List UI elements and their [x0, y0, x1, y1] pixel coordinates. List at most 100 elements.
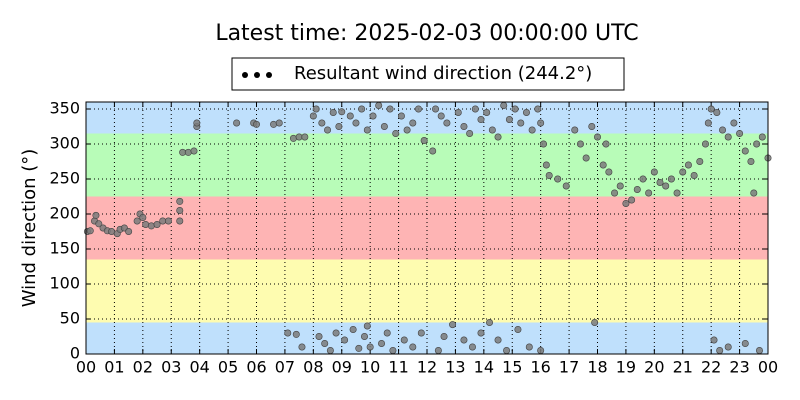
data-point: [488, 126, 496, 134]
data-point: [534, 105, 542, 113]
data-point: [437, 112, 445, 120]
data-point: [403, 126, 411, 134]
data-point: [133, 217, 141, 225]
data-point: [684, 161, 692, 169]
y-tick-label: 100: [49, 274, 80, 293]
x-tick-label: 22: [701, 358, 721, 377]
data-point: [633, 186, 641, 194]
data-point: [758, 133, 766, 141]
data-point: [270, 120, 278, 128]
data-point: [713, 109, 721, 117]
data-point: [369, 112, 377, 120]
data-point: [409, 343, 417, 351]
data-point: [599, 161, 607, 169]
data-point: [724, 133, 732, 141]
data-point: [409, 119, 417, 127]
data-point: [730, 119, 738, 127]
data-point: [176, 217, 184, 225]
data-point: [429, 147, 437, 155]
x-tick-label: 11: [388, 358, 408, 377]
data-point: [576, 140, 584, 148]
x-tick-label: 00: [758, 358, 778, 377]
data-point: [605, 168, 613, 176]
data-point: [440, 332, 448, 340]
data-point: [537, 119, 545, 127]
data-point: [378, 339, 386, 347]
data-point: [233, 119, 241, 127]
data-point: [525, 343, 533, 351]
y-tick-label: 300: [49, 134, 80, 153]
data-point: [602, 140, 610, 148]
legend-label: Resultant wind direction (244.2°): [294, 63, 592, 84]
data-point: [289, 134, 297, 142]
data-point: [298, 343, 306, 351]
data-point: [142, 221, 150, 229]
data-point: [414, 105, 422, 113]
data-point: [588, 123, 596, 131]
data-point: [326, 346, 334, 354]
data-point: [335, 123, 343, 131]
data-point: [86, 227, 94, 235]
data-point: [346, 112, 354, 120]
data-point: [176, 207, 184, 215]
x-tick-label: 14: [474, 358, 494, 377]
data-point: [736, 130, 744, 138]
data-point: [443, 119, 451, 127]
data-point: [701, 140, 709, 148]
data-point: [628, 196, 636, 204]
x-tick-label: 04: [189, 358, 209, 377]
data-point: [724, 343, 732, 351]
data-point: [153, 221, 161, 229]
data-point: [719, 126, 727, 134]
data-point: [747, 158, 755, 166]
x-tick-label: 09: [332, 358, 352, 377]
data-point: [690, 172, 698, 180]
x-tick-label: 07: [275, 358, 295, 377]
x-tick-label: 23: [729, 358, 749, 377]
data-point: [582, 154, 590, 162]
data-point: [176, 197, 184, 205]
data-point: [164, 217, 172, 225]
data-point: [707, 105, 715, 113]
x-tick-label: 08: [303, 358, 323, 377]
data-point: [400, 336, 408, 344]
data-point: [650, 168, 658, 176]
x-tick-label: 21: [673, 358, 693, 377]
data-point: [432, 105, 440, 113]
data-point: [253, 120, 261, 128]
data-point: [500, 102, 508, 110]
y-tick-label: 350: [49, 99, 80, 118]
data-point: [318, 119, 326, 127]
data-point: [611, 189, 619, 197]
data-point: [741, 339, 749, 347]
data-point: [528, 126, 536, 134]
y-tick-label: 250: [49, 169, 80, 188]
data-point: [477, 116, 485, 124]
data-point: [591, 318, 599, 326]
x-tick-label: 17: [559, 358, 579, 377]
data-point: [125, 228, 133, 236]
data-point: [366, 343, 374, 351]
data-point: [315, 332, 323, 340]
data-point: [193, 119, 201, 127]
data-point: [741, 147, 749, 155]
x-tick-label: 00: [76, 358, 96, 377]
data-point: [284, 329, 292, 337]
data-point: [673, 189, 681, 197]
data-point: [392, 130, 400, 138]
x-tick-label: 01: [104, 358, 124, 377]
x-tick-label: 13: [445, 358, 465, 377]
data-point: [471, 105, 479, 113]
data-point: [716, 346, 724, 354]
data-point: [324, 126, 332, 134]
legend-marker: [242, 72, 248, 78]
data-point: [593, 133, 601, 141]
data-point: [352, 119, 360, 127]
data-point: [383, 329, 391, 337]
y-tick-label: 0: [70, 344, 80, 363]
data-point: [571, 126, 579, 134]
data-point: [312, 105, 320, 113]
data-point: [494, 336, 502, 344]
data-point: [355, 344, 363, 352]
